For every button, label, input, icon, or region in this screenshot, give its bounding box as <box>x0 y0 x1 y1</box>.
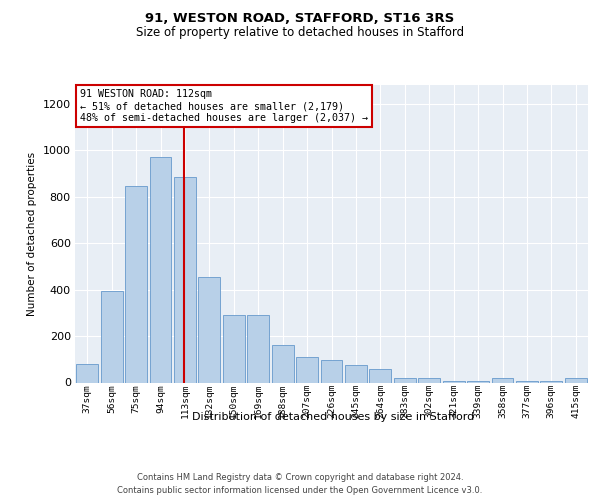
Bar <box>296 357 318 382</box>
Bar <box>76 364 98 382</box>
Bar <box>149 157 172 382</box>
Text: Contains HM Land Registry data © Crown copyright and database right 2024.: Contains HM Land Registry data © Crown c… <box>137 472 463 482</box>
Bar <box>320 360 343 382</box>
Bar <box>101 290 122 382</box>
Text: Size of property relative to detached houses in Stafford: Size of property relative to detached ho… <box>136 26 464 39</box>
Bar <box>125 186 147 382</box>
Y-axis label: Number of detached properties: Number of detached properties <box>27 152 37 316</box>
Bar <box>370 368 391 382</box>
Text: Distribution of detached houses by size in Stafford: Distribution of detached houses by size … <box>192 412 474 422</box>
Bar <box>272 346 293 383</box>
Bar <box>223 315 245 382</box>
Bar <box>491 378 514 382</box>
Text: 91, WESTON ROAD, STAFFORD, ST16 3RS: 91, WESTON ROAD, STAFFORD, ST16 3RS <box>145 12 455 26</box>
Bar <box>345 365 367 382</box>
Bar <box>199 276 220 382</box>
Text: Contains public sector information licensed under the Open Government Licence v3: Contains public sector information licen… <box>118 486 482 495</box>
Bar <box>418 378 440 382</box>
Text: 91 WESTON ROAD: 112sqm
← 51% of detached houses are smaller (2,179)
48% of semi-: 91 WESTON ROAD: 112sqm ← 51% of detached… <box>80 90 368 122</box>
Bar <box>394 378 416 382</box>
Bar <box>174 177 196 382</box>
Bar <box>247 315 269 382</box>
Bar <box>565 378 587 382</box>
